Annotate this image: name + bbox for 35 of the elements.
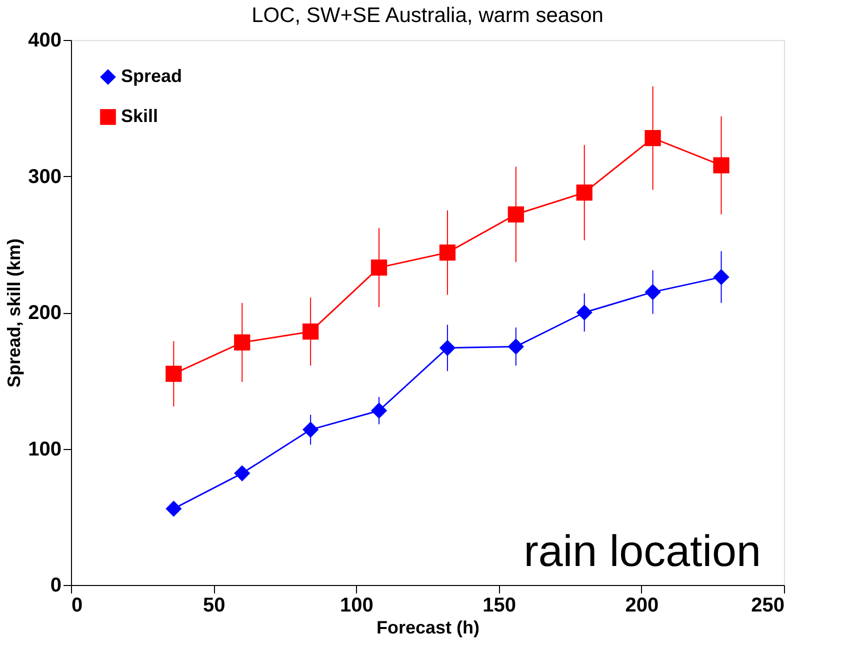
y-tick-label: 400: [28, 30, 62, 52]
point: [508, 338, 524, 355]
x-tick-label: 150: [482, 594, 516, 616]
x-tick-label: 50: [202, 594, 226, 616]
annotation: rain location: [524, 527, 761, 576]
legend-label: Spread: [121, 66, 182, 86]
point: [302, 422, 319, 438]
point: [644, 130, 661, 146]
point: [576, 304, 592, 321]
x-axis-title: Forecast (h): [376, 618, 480, 638]
point: [370, 402, 388, 419]
point: [302, 324, 319, 340]
y-tick-label: 100: [28, 438, 62, 460]
x-tick-label: 100: [340, 594, 374, 616]
point: [713, 157, 730, 174]
point: [713, 269, 730, 286]
chart-title: LOC, SW+SE Australia, warm season: [252, 4, 604, 27]
point: [166, 366, 182, 382]
point: [234, 465, 250, 482]
point: [234, 334, 250, 351]
point: [508, 206, 524, 222]
x-tick-label: 200: [625, 594, 659, 616]
point: [439, 244, 456, 261]
point: [644, 284, 661, 300]
point: [576, 184, 592, 201]
legend-label: Skill: [121, 106, 158, 126]
point: [370, 259, 388, 276]
x-tick-label: 250: [751, 594, 784, 616]
point: [439, 340, 456, 356]
y-axis-title: Spread, skill (km): [4, 238, 24, 388]
y-tick-label: 0: [50, 574, 62, 596]
y-tick-label: 200: [28, 302, 62, 324]
x-tick-label: 0: [72, 594, 83, 616]
point: [166, 500, 182, 517]
y-tick-label: 300: [28, 166, 62, 188]
